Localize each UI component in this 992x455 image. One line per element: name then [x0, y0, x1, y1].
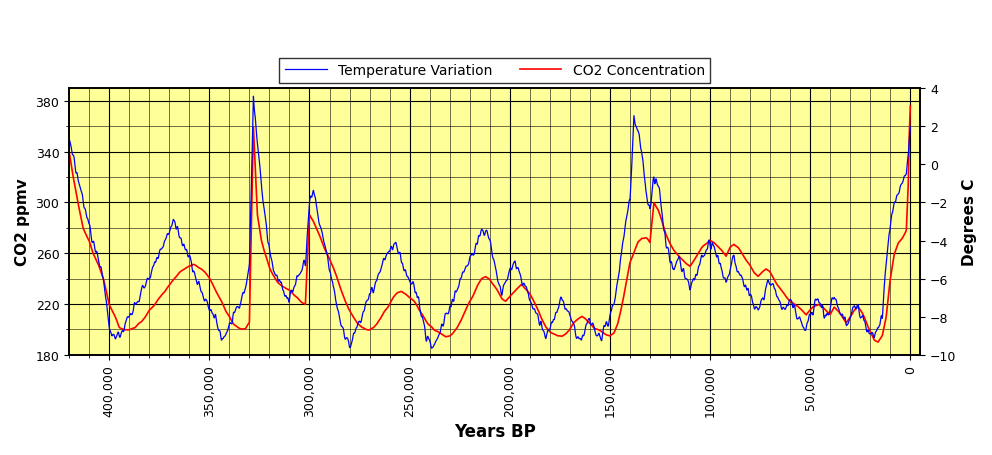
Temperature Variation: [545, 326, 557, 331]
Temperature Variation: [426, 346, 437, 351]
CO2 Concentration: [872, 339, 884, 345]
Legend: Temperature Variation, CO2 Concentration: Temperature Variation, CO2 Concentration: [280, 59, 710, 84]
CO2 Concentration: [131, 324, 143, 329]
Temperature Variation: [63, 137, 75, 142]
CO2 Concentration: [89, 255, 101, 260]
Temperature Variation: [905, 125, 917, 131]
CO2 Concentration: [544, 329, 556, 335]
CO2 Concentration: [551, 333, 562, 339]
Temperature Variation: [131, 301, 143, 306]
CO2 Concentration: [505, 293, 517, 299]
CO2 Concentration: [293, 297, 305, 303]
Temperature Variation: [293, 273, 305, 278]
Temperature Variation: [505, 266, 517, 271]
Temperature Variation: [551, 310, 562, 315]
CO2 Concentration: [905, 104, 917, 109]
Line: CO2 Concentration: CO2 Concentration: [69, 106, 911, 342]
X-axis label: Years BP: Years BP: [454, 422, 536, 440]
CO2 Concentration: [63, 149, 75, 155]
Temperature Variation: [247, 94, 259, 100]
Y-axis label: Degrees C: Degrees C: [962, 178, 977, 266]
Y-axis label: CO2 ppmv: CO2 ppmv: [15, 178, 30, 266]
Temperature Variation: [88, 244, 100, 250]
Line: Temperature Variation: Temperature Variation: [69, 97, 911, 349]
